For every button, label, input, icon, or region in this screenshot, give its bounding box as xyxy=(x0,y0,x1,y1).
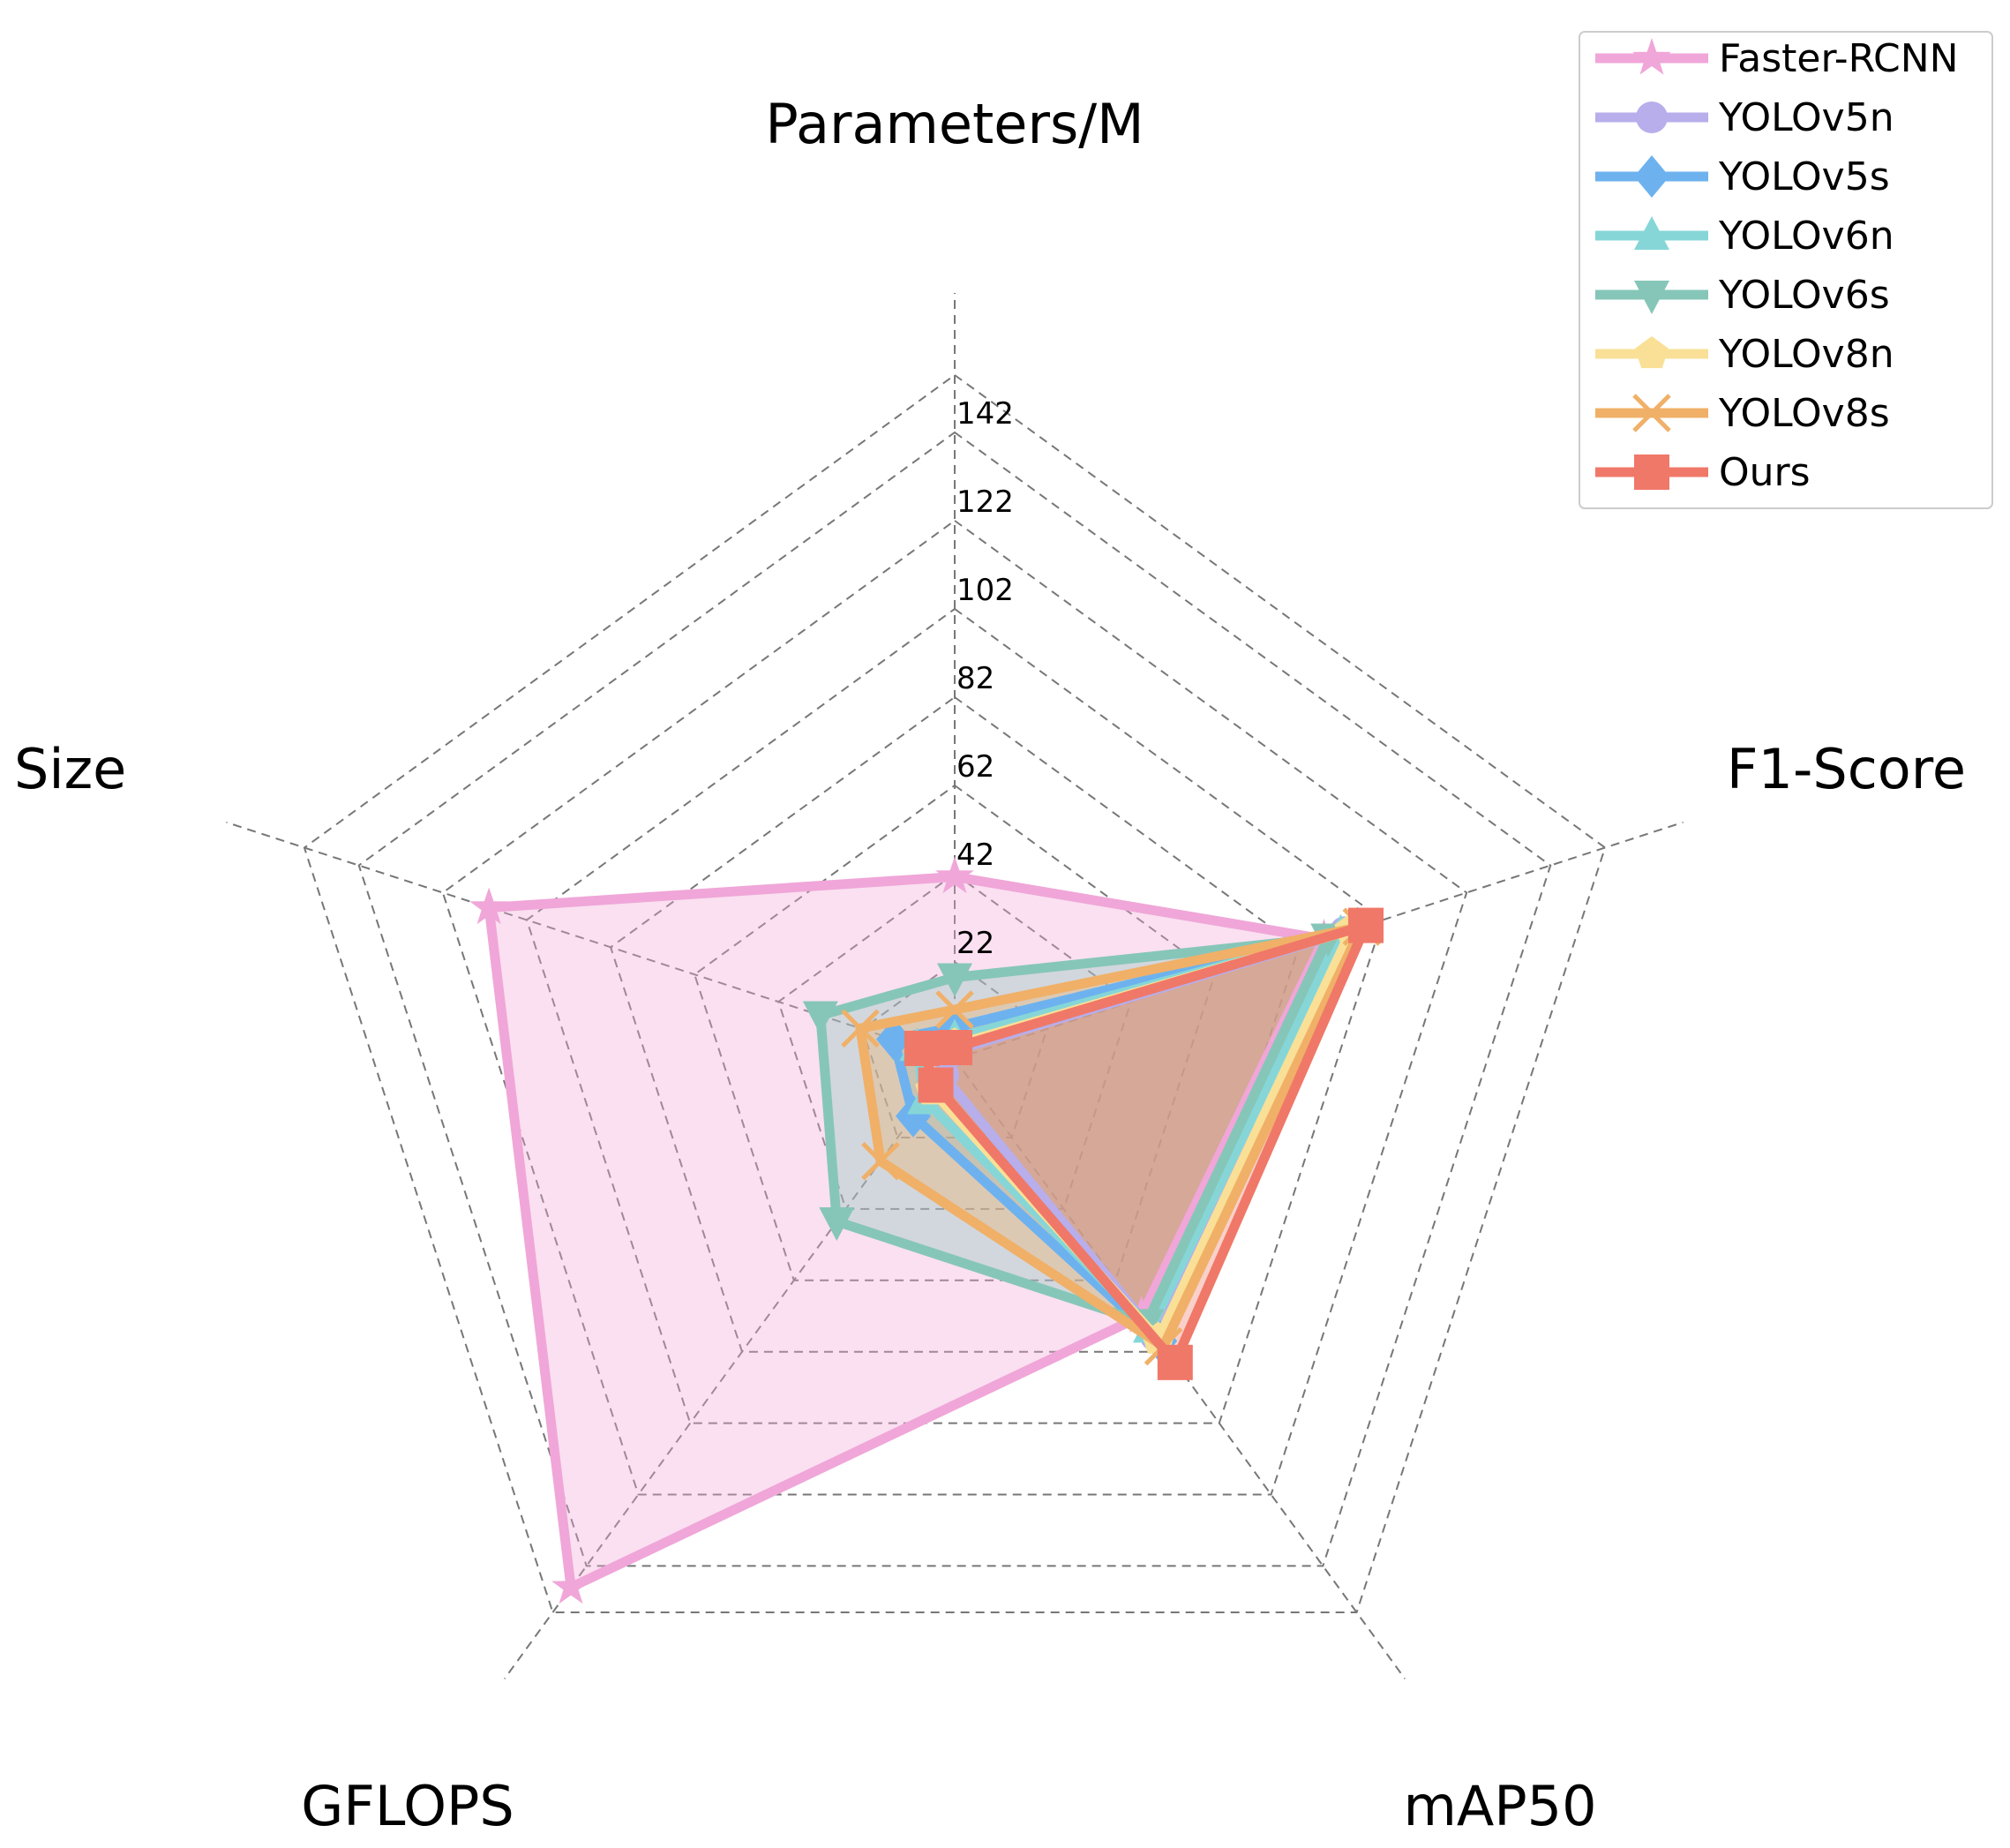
legend-item: Faster-RCNN xyxy=(1595,36,1959,81)
series-line xyxy=(484,871,1331,1595)
grid-ring xyxy=(525,607,1384,1424)
legend-label: YOLOv6n xyxy=(1718,214,1894,259)
legend-box xyxy=(1579,31,1993,509)
radial-tick-label: 102 xyxy=(956,573,1014,608)
radial-tick-label: 82 xyxy=(956,661,994,696)
axis-label: Size xyxy=(14,737,126,801)
axis-label: F1-Score xyxy=(1727,737,1966,801)
radar-grid xyxy=(226,293,1684,1679)
data-point-marker xyxy=(1348,907,1384,943)
legend-item: Ours xyxy=(1595,450,1811,495)
radar-series xyxy=(469,856,1384,1604)
legend-item: YOLOv8n xyxy=(1595,332,1894,377)
data-point-marker xyxy=(841,1009,880,1048)
grid-ring xyxy=(693,784,1217,1281)
axis-label: Parameters/M xyxy=(765,92,1144,156)
data-point-marker xyxy=(1632,394,1671,432)
grid-ring xyxy=(609,695,1301,1353)
data-point-marker xyxy=(904,1030,940,1066)
data-point-marker xyxy=(876,1018,912,1061)
data-point-marker xyxy=(1634,336,1669,369)
legend-label: YOLOv8s xyxy=(1718,391,1890,436)
data-point-marker xyxy=(819,1207,855,1242)
data-point-marker xyxy=(1157,1344,1193,1380)
series-ours xyxy=(904,907,1384,1380)
radar-labels: 22 42 62 82 102 122 142 Parameters/M F1-Score mAP… xyxy=(14,92,1966,1838)
data-point-marker xyxy=(918,1067,954,1103)
grid-spoke xyxy=(226,821,956,1060)
grid-ring xyxy=(303,373,1607,1613)
data-point-marker xyxy=(469,887,509,925)
data-point-marker xyxy=(802,1001,838,1035)
axis-label: mAP50 xyxy=(1403,1774,1596,1838)
radial-tick-label: 122 xyxy=(956,485,1014,520)
legend-item: YOLOv6n xyxy=(1595,214,1894,259)
data-point-marker xyxy=(1634,155,1669,198)
radial-tick-label: 62 xyxy=(956,749,994,785)
grid-ring xyxy=(441,519,1468,1496)
data-point-marker xyxy=(1634,281,1669,314)
legend: Faster-RCNN YOLOv5n YOLOv5s YOLOv6n YOLOv6s Y… xyxy=(1579,31,1993,509)
legend-label: YOLOv8n xyxy=(1718,332,1894,377)
data-point-marker xyxy=(1634,454,1669,490)
data-point-marker xyxy=(551,1566,590,1604)
grid-ring xyxy=(357,431,1552,1567)
axis-label: GFLOPS xyxy=(301,1774,514,1838)
legend-label: YOLOv5s xyxy=(1718,154,1890,199)
legend-item: YOLOv5s xyxy=(1595,154,1890,199)
data-point-marker xyxy=(1634,216,1669,250)
series-fill xyxy=(921,925,1367,1363)
legend-label: YOLOv5n xyxy=(1718,95,1894,140)
legend-label: Ours xyxy=(1719,450,1811,495)
series-line xyxy=(854,920,1370,1354)
data-point-marker xyxy=(935,990,974,1029)
legend-label: YOLOv6s xyxy=(1718,273,1890,318)
data-point-marker xyxy=(937,963,972,997)
data-point-marker xyxy=(935,856,974,894)
radial-tick-label: 42 xyxy=(956,838,994,873)
legend-label: Faster-RCNN xyxy=(1719,36,1959,81)
radial-tick-label: 142 xyxy=(956,396,1014,432)
legend-item: YOLOv6s xyxy=(1595,273,1890,318)
radial-tick-label: 22 xyxy=(956,926,994,961)
series-fill xyxy=(489,876,1324,1588)
data-point-marker xyxy=(861,1141,900,1181)
legend-item: YOLOv5n xyxy=(1595,95,1894,140)
legend-item: YOLOv8s xyxy=(1595,391,1890,436)
data-point-marker xyxy=(1632,38,1671,75)
data-point-marker xyxy=(1636,101,1668,133)
data-point-marker xyxy=(937,1030,972,1065)
